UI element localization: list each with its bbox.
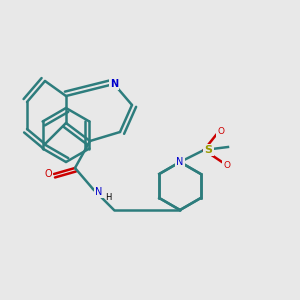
Text: O: O	[223, 160, 230, 169]
Text: N: N	[95, 187, 103, 197]
Text: H: H	[105, 194, 111, 202]
Text: N: N	[110, 79, 118, 89]
Text: O: O	[44, 169, 52, 179]
Text: N: N	[176, 157, 184, 167]
Text: S: S	[205, 145, 212, 155]
Text: O: O	[217, 128, 224, 136]
